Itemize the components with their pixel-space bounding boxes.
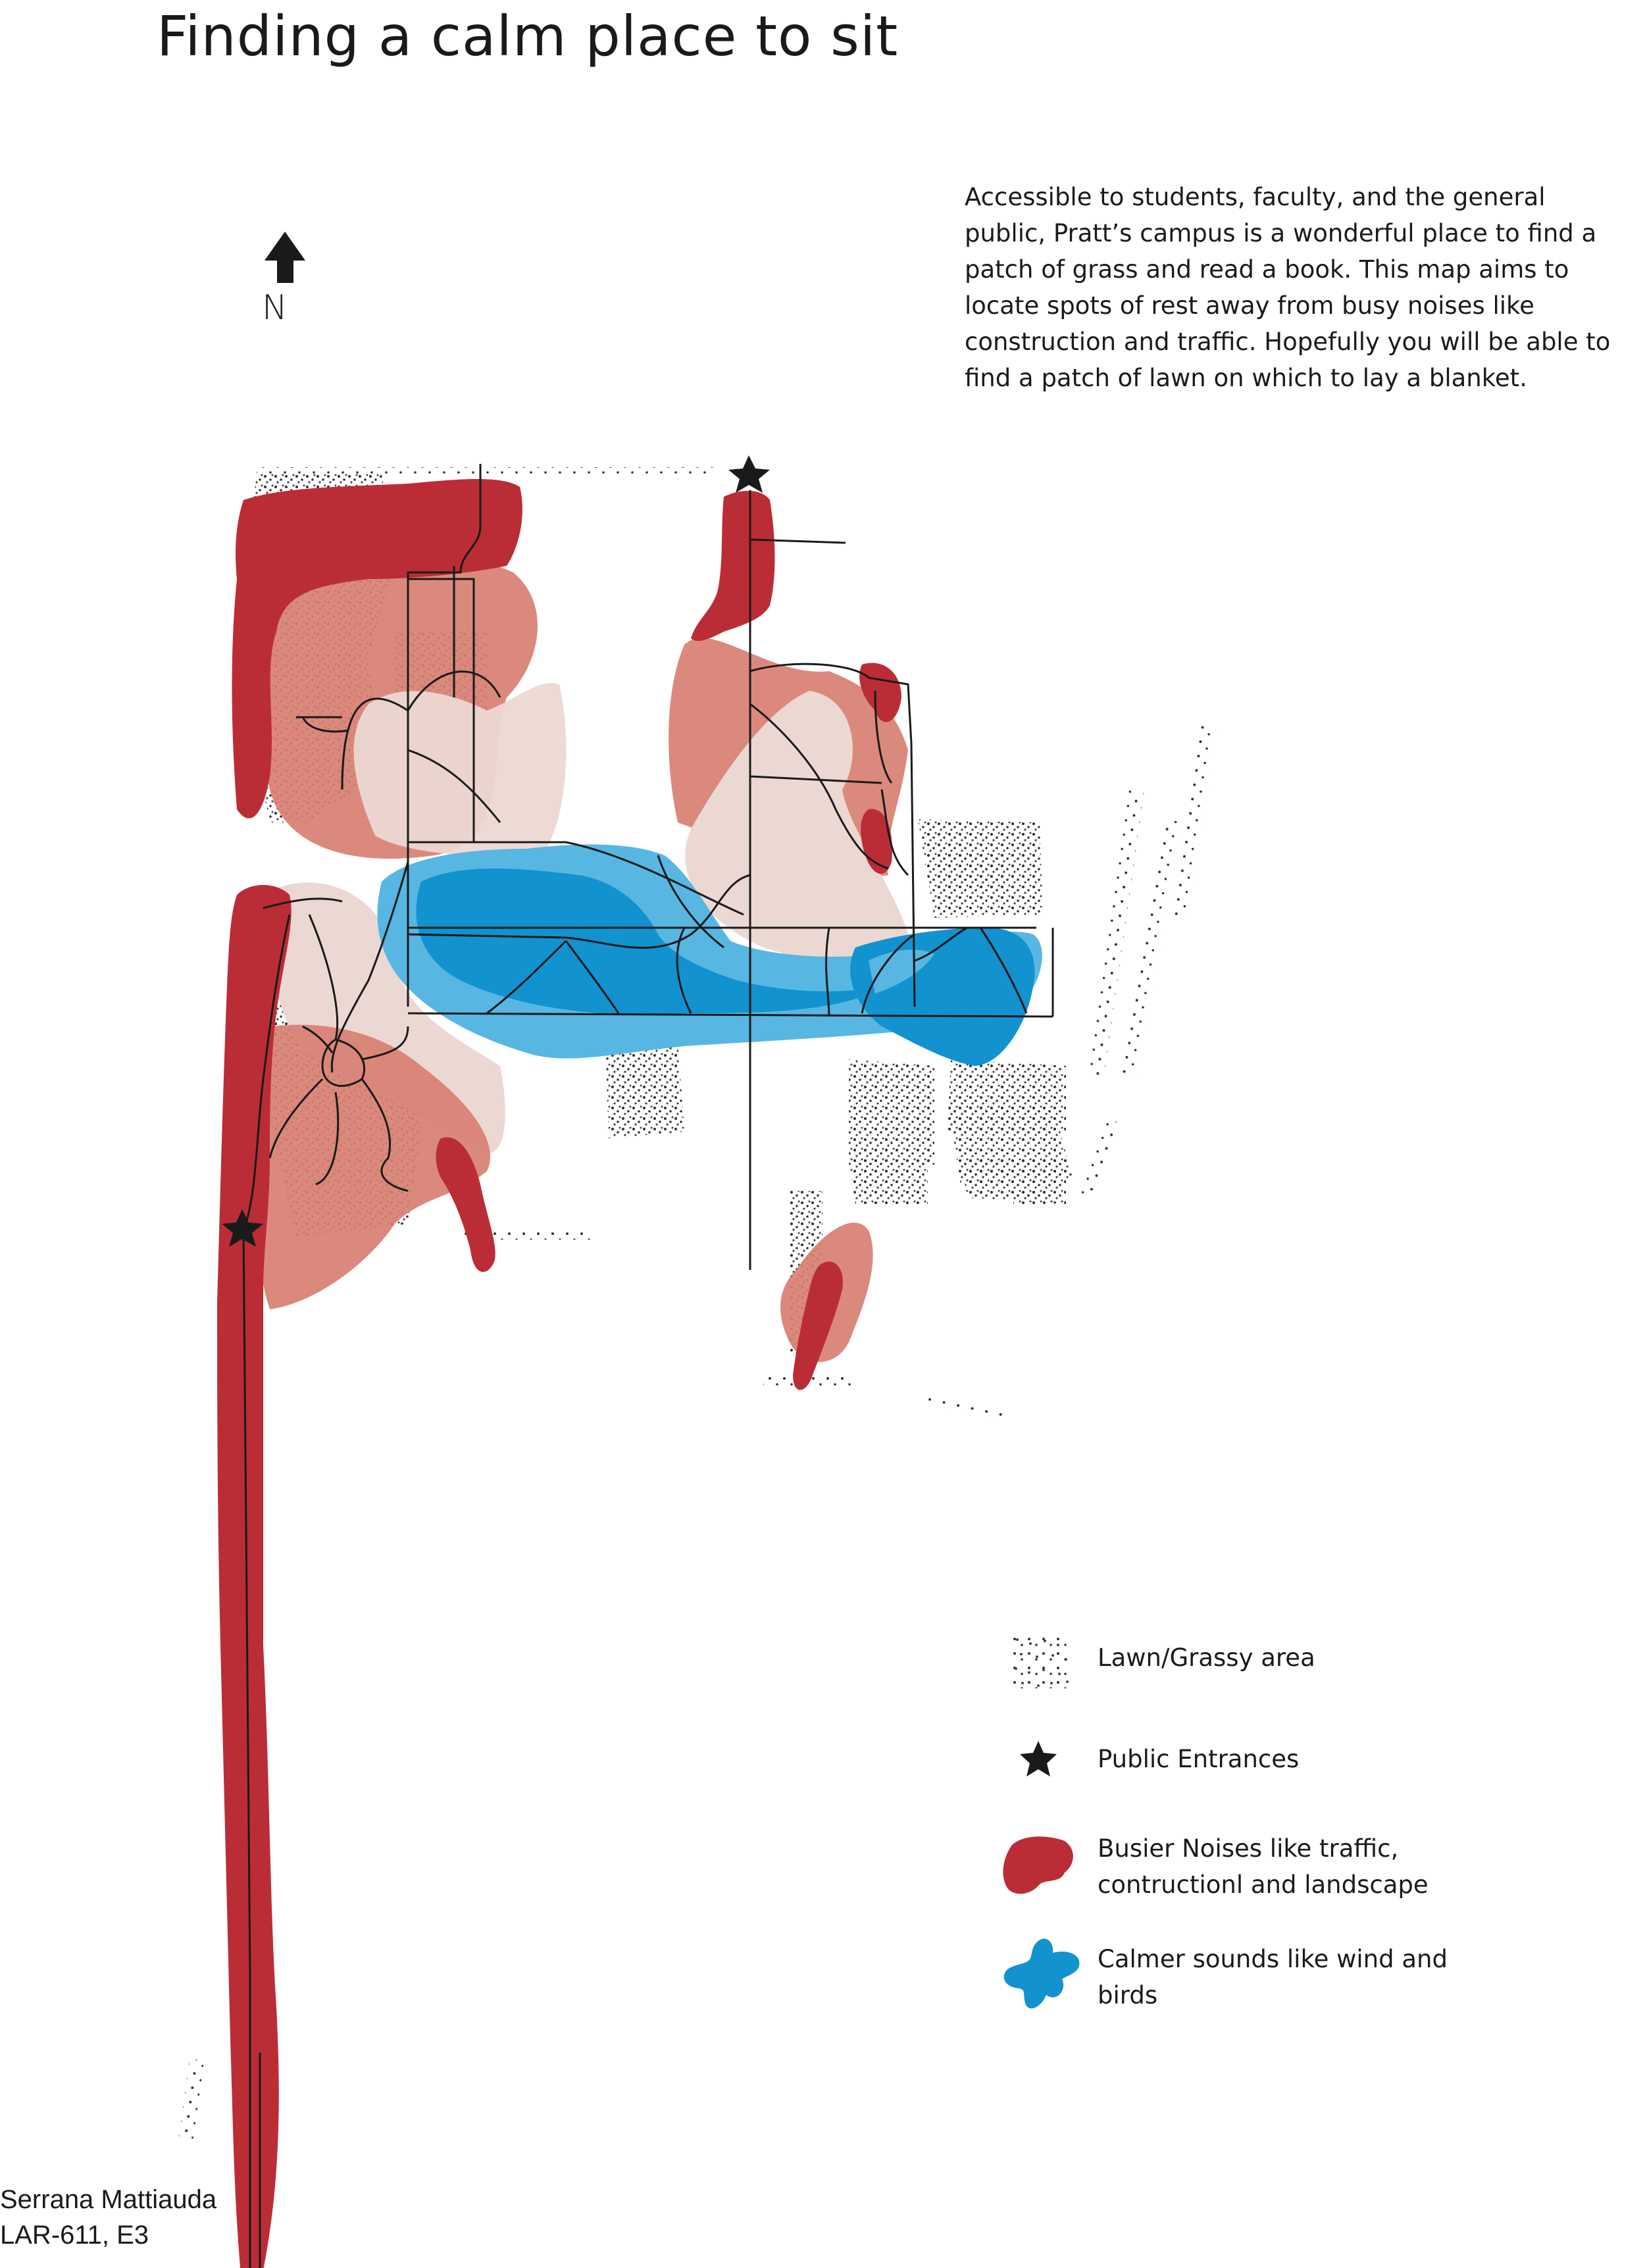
star-icon — [222, 1209, 263, 1247]
busy-noise-area — [436, 1137, 495, 1273]
lawn-swatch — [1012, 1636, 1071, 1688]
light-noise-area — [685, 691, 908, 969]
path-line — [825, 927, 830, 1017]
path-line — [486, 940, 567, 1015]
lawn-area — [1013, 1191, 1053, 1204]
path-line — [407, 874, 751, 949]
page-title: Finding a calm place to sit — [157, 4, 899, 68]
path-line — [268, 1078, 324, 1159]
star-icon — [1020, 1741, 1057, 1777]
calm-sound-area — [869, 949, 934, 994]
lawn-strip — [1171, 720, 1217, 919]
moderate-noise-area — [257, 1024, 491, 1309]
entrance-markers — [222, 455, 770, 1247]
path-line — [407, 1012, 1053, 1018]
course-code: LAR-611, E3 — [0, 2221, 149, 2250]
moderate-noise-areas — [256, 562, 908, 1362]
north-indicator — [261, 232, 310, 330]
path-line — [861, 933, 915, 1014]
calm-swatch — [1003, 1938, 1080, 2009]
path-line — [408, 841, 744, 916]
legend-lawn: Lawn/Grassy area — [999, 1636, 1525, 1695]
lawn-strip — [178, 2059, 205, 2139]
path-line — [565, 940, 620, 1014]
path-line — [407, 670, 501, 711]
path-line — [302, 1025, 334, 1053]
legend-calm: Calmer sounds like wind and birds — [999, 1934, 1525, 2020]
path-line — [749, 775, 882, 784]
lawn-dotted-lines — [178, 467, 1217, 2139]
author-name: Serrana Mattiauda — [0, 2185, 217, 2214]
intro-text: Accessible to students, faculty, and the… — [965, 183, 1611, 392]
lawn-strip — [1122, 817, 1182, 1078]
path-line — [315, 1092, 340, 1186]
path-line — [676, 927, 692, 1014]
path-line — [308, 914, 339, 1040]
path-line — [330, 861, 409, 1073]
path-line — [341, 697, 409, 790]
legend-busy: Busier Noises like traffic, contructionl… — [999, 1827, 1525, 1912]
calm-sound-areas — [377, 844, 1042, 1066]
lawn-area — [605, 1040, 684, 1138]
lawn-area — [938, 849, 1000, 888]
lawn-strip — [927, 1393, 1007, 1421]
legend-entrances-label: Public Entrances — [1098, 1745, 1300, 1773]
light-noise-area — [353, 683, 567, 856]
north-arrow-icon — [265, 232, 305, 283]
lawn-strip — [1079, 1118, 1121, 1198]
path-line — [301, 717, 349, 733]
path-line — [914, 926, 968, 962]
credit-block: Serrana Mattiauda LAR-611, E3 — [0, 2182, 216, 2253]
path-line — [880, 789, 909, 876]
path-line — [979, 927, 1028, 1014]
lawn-strip — [461, 1230, 592, 1240]
path-line — [749, 538, 846, 544]
lawn-area — [849, 1059, 934, 1165]
calm-sound-area — [416, 869, 882, 1015]
legend-lawn-label: Lawn/Grassy area — [1098, 1644, 1315, 1672]
campus-paths — [242, 464, 1054, 2268]
busy-swatch — [1003, 1836, 1073, 1894]
busy-noise-area — [793, 1261, 843, 1390]
busy-noise-area — [232, 479, 522, 819]
path-line — [657, 855, 724, 949]
path-line — [874, 690, 893, 784]
lawn-strip — [1085, 790, 1144, 1079]
path-line — [749, 703, 889, 870]
path-line — [408, 578, 475, 842]
north-label: N — [262, 288, 288, 328]
light-noise-area — [270, 882, 505, 1153]
busy-noise-area — [691, 490, 775, 642]
legend-busy-label: Busier Noises like traffic, contructionl… — [1098, 1834, 1429, 1899]
path-line — [361, 1078, 409, 1192]
path-line — [242, 914, 291, 1231]
path-line — [263, 897, 343, 909]
path-line — [407, 464, 482, 1007]
path-line — [242, 1230, 261, 2268]
legend-calm-label: Calmer sounds like wind and birds — [1098, 1945, 1448, 2009]
star-icon — [728, 455, 770, 493]
lawn-strip — [257, 467, 717, 479]
path-line — [407, 749, 501, 823]
path-line — [749, 663, 916, 1007]
lawn-area — [849, 1158, 928, 1204]
calm-sound-area — [850, 928, 1035, 1066]
path-line — [321, 1038, 366, 1087]
path-line — [361, 1026, 409, 1061]
legend-entrances: Public Entrances — [999, 1737, 1525, 1783]
